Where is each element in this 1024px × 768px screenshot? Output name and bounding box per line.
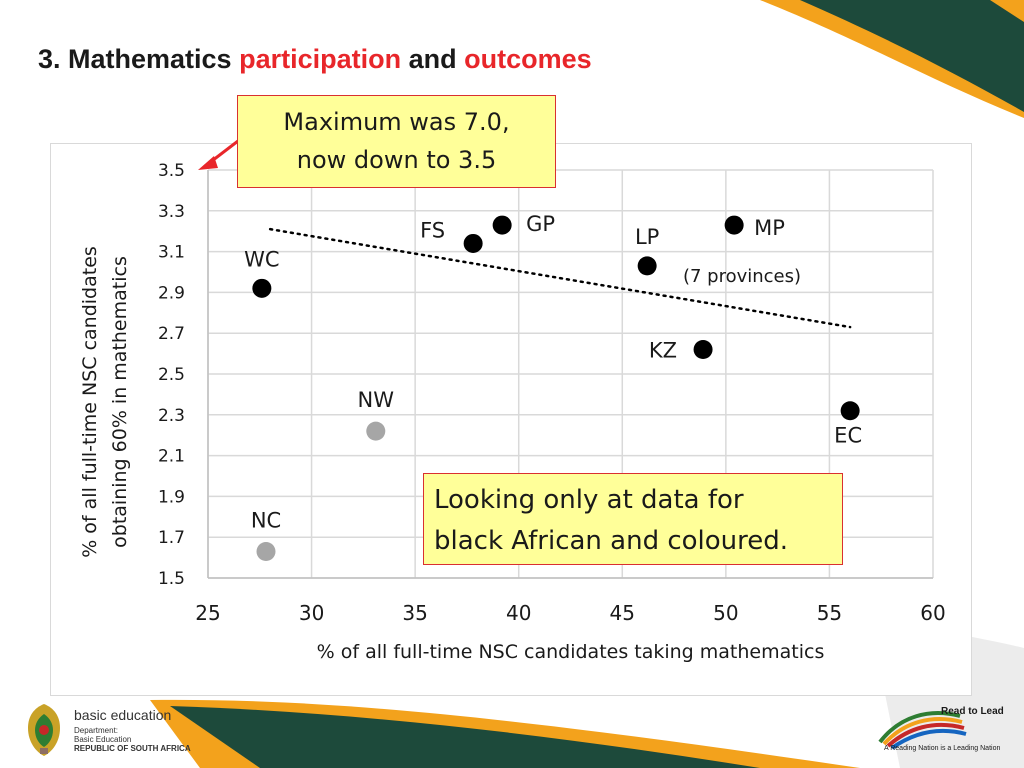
data-label-gp: GP xyxy=(526,212,555,236)
department-details: Department: Basic Education REPUBLIC OF … xyxy=(74,726,191,753)
x-tick-label: 35 xyxy=(402,601,427,625)
x-tick-label: 30 xyxy=(299,601,324,625)
data-label-nw: NW xyxy=(358,388,395,412)
chart-frame xyxy=(50,143,972,696)
x-axis-title: % of all full-time NSC candidates taking… xyxy=(317,641,825,663)
y-axis-title-line-2: obtaining 60% in mathematics xyxy=(109,256,131,548)
callout-maximum-line-2: now down to 3.5 xyxy=(296,146,497,174)
data-label-kz: KZ xyxy=(649,339,677,363)
y-tick-label: 1.7 xyxy=(158,528,185,548)
title-part-4-highlight: outcomes xyxy=(464,44,592,74)
callout-maximum: Maximum was 7.0, now down to 3.5 xyxy=(237,95,556,188)
data-point-mp xyxy=(724,215,744,235)
x-tick-label: 40 xyxy=(506,601,531,625)
data-point-wc xyxy=(252,278,272,298)
title-part-1: 3. Mathematics xyxy=(38,44,240,74)
y-axis-title: % of all full-time NSC candidates obtaini… xyxy=(79,246,131,558)
title-part-2-highlight: participation xyxy=(239,44,402,74)
trendline xyxy=(268,227,852,329)
y-tick-label: 2.1 xyxy=(158,447,185,467)
data-label-lp: LP xyxy=(635,225,659,249)
trendline-note: (7 provinces) xyxy=(683,266,801,287)
callout-maximum-line-1: Maximum was 7.0, xyxy=(283,108,510,136)
data-point-ec xyxy=(840,401,860,421)
data-label-mp: MP xyxy=(754,216,785,240)
y-tick-label: 3.3 xyxy=(158,202,185,222)
y-tick-label: 2.9 xyxy=(158,283,185,303)
data-point-fs xyxy=(463,233,483,253)
y-tick-label: 3.5 xyxy=(158,161,185,181)
y-tick-label: 1.9 xyxy=(158,487,185,507)
data-point-kz xyxy=(693,340,713,360)
x-tick-label: 50 xyxy=(713,601,738,625)
annotation-arrow-head xyxy=(198,156,218,170)
y-tick-label: 2.5 xyxy=(158,365,185,385)
y-tick-label: 1.5 xyxy=(158,569,185,589)
x-tick-label: 55 xyxy=(817,601,842,625)
data-point-lp xyxy=(637,256,657,276)
data-point-gp xyxy=(492,215,512,235)
coat-of-arms-logo xyxy=(28,704,60,756)
callout-note: Looking only at data for black African a… xyxy=(423,473,843,565)
callout-note-line-2: black African and coloured. xyxy=(434,526,789,556)
callout-note-line-1: Looking only at data for xyxy=(434,485,744,515)
data-label-wc: WC xyxy=(244,247,279,271)
campaign-tagline: A Reading Nation is a Leading Nation xyxy=(884,745,1001,752)
x-tick-label: 45 xyxy=(610,601,635,625)
data-point-nw xyxy=(366,421,386,441)
y-tick-label: 3.1 xyxy=(158,243,185,263)
x-tick-label: 60 xyxy=(920,601,945,625)
department-line-1: Department: xyxy=(74,726,119,735)
title-part-3: and xyxy=(401,44,465,74)
y-axis-title-line-1: % of all full-time NSC candidates xyxy=(79,246,101,558)
y-tick-label: 2.7 xyxy=(158,324,185,344)
campaign-title: Read to Lead xyxy=(941,706,1004,717)
x-tick-label: 25 xyxy=(195,601,220,625)
department-line-3: REPUBLIC OF SOUTH AFRICA xyxy=(74,744,191,753)
department-name: basic education xyxy=(74,707,172,723)
slide-title: 3. Mathematics participation and outcome… xyxy=(38,44,592,75)
department-line-2: Basic Education xyxy=(74,735,132,744)
data-point-nc xyxy=(256,541,276,561)
y-tick-label: 2.3 xyxy=(158,406,185,426)
data-label-fs: FS xyxy=(420,218,445,242)
data-label-nc: NC xyxy=(251,508,281,532)
data-label-ec: EC xyxy=(834,424,862,448)
